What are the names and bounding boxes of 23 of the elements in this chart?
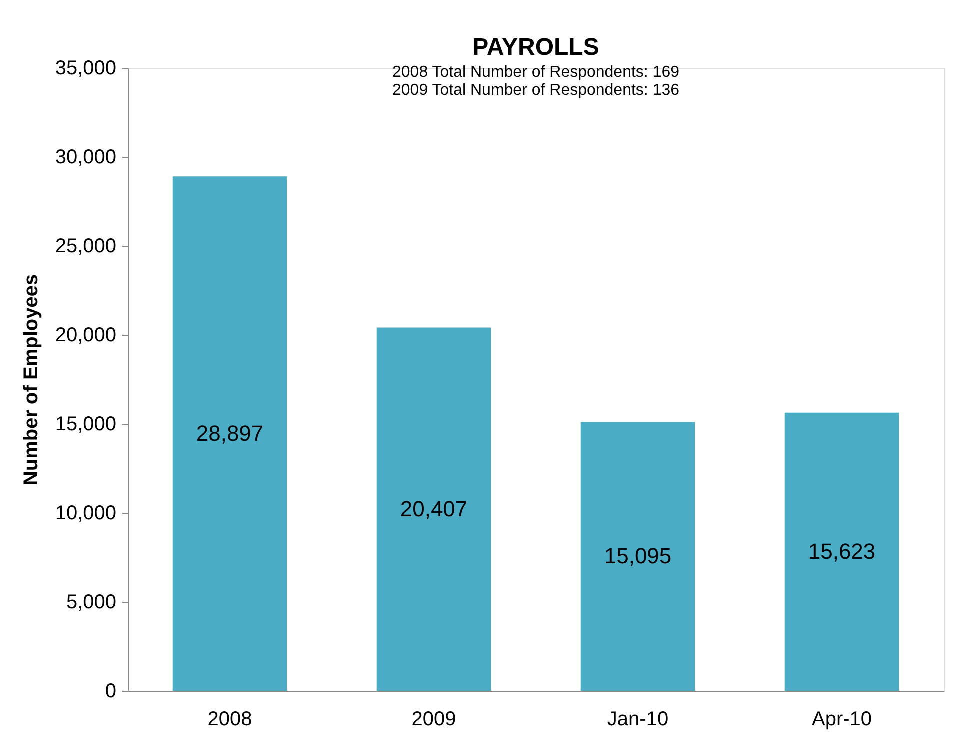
x-tick-label: Apr-10 [812,708,872,730]
y-tick-label: 35,000 [55,58,116,80]
y-tick-label: 10,000 [55,502,116,524]
data-label: 20,407 [400,496,468,522]
y-tick-label: 0 [105,680,116,702]
y-tick-label: 30,000 [55,146,116,168]
data-label: 28,897 [196,420,264,446]
x-tick-label: Jan-10 [607,708,669,730]
x-tick-label: 2008 [208,708,252,730]
y-tick-label: 25,000 [55,236,116,258]
y-tick-label: 5,000 [66,592,116,614]
y-tick-label: 15,000 [55,414,116,436]
bar [784,412,900,691]
y-tick-label: 20,000 [55,324,116,346]
chart-subtitle: 2008 Total Number of Respondents: 169 2009 Total Number of Respondents: 136 [392,64,680,99]
bar [580,422,696,691]
y-axis-title: Number of Employees [20,274,42,486]
bar [172,176,288,691]
x-tick-label: 2009 [412,708,456,730]
bar [376,328,492,691]
data-label: 15,623 [808,538,876,564]
data-label: 15,095 [604,544,672,569]
chart-title: PAYROLLS [472,34,600,61]
